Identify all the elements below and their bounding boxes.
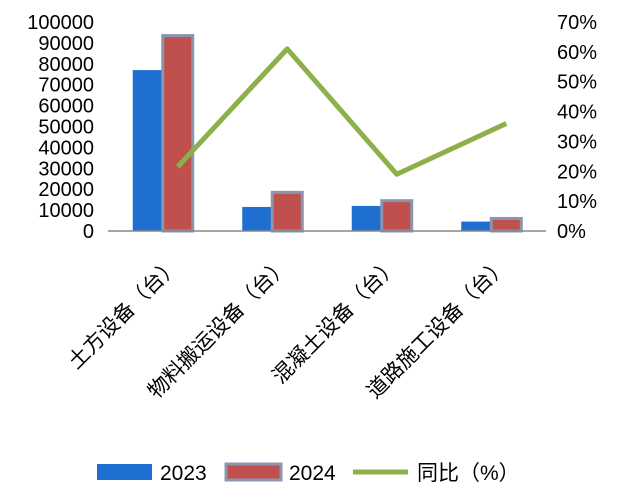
legend: 2023 2024 同比（%）: [97, 462, 520, 485]
y-left-tick-label: 20000: [38, 179, 94, 201]
y-right-tick-label: 10%: [557, 191, 597, 213]
y-left-tick-label: 100000: [27, 12, 94, 34]
y-right-tick-label: 40%: [557, 102, 597, 124]
bar-2023: [461, 221, 492, 231]
y-axis-right-tick-labels: 0% 10% 20% 30% 40% 50% 60% 70%: [557, 12, 597, 243]
bar-series: [132, 34, 523, 233]
bar-2024: [270, 190, 304, 233]
legend-label: 2024: [289, 462, 336, 485]
category-label: 土方设备（台）: [63, 253, 184, 374]
line-series: [175, 46, 508, 177]
legend-label: 同比（%）: [417, 462, 520, 485]
y-right-tick-label: 60%: [557, 42, 597, 64]
y-right-tick-label: 0%: [557, 221, 586, 243]
yoy-line: [175, 46, 508, 177]
legend-label: 2023: [160, 462, 207, 485]
y-right-tick-label: 30%: [557, 131, 597, 153]
y-right-tick-label: 50%: [557, 72, 597, 94]
y-axis-left-tick-labels: 0100002000030000400005000060000700008000…: [27, 12, 94, 243]
legend-swatch: [224, 462, 283, 482]
legend-swatch: [97, 464, 152, 480]
y-right-tick-label: 20%: [557, 161, 597, 183]
bar-2024: [380, 199, 414, 233]
y-left-tick-label: 60000: [38, 96, 94, 118]
bar-2023: [242, 206, 273, 231]
bar-2023: [132, 70, 163, 231]
bar-2024: [161, 34, 195, 233]
category-labels: 土方设备（台）物料搬运设备（台）混凝土设备（台）道路施工设备（台）: [63, 253, 512, 404]
y-left-tick-label: 30000: [38, 158, 94, 180]
y-left-tick-label: 0: [83, 221, 94, 243]
y-left-tick-label: 80000: [38, 54, 94, 76]
bar-2023: [351, 205, 382, 231]
y-left-tick-label: 40000: [38, 137, 94, 159]
y-left-tick-label: 70000: [38, 75, 94, 97]
y-right-tick-label: 70%: [557, 12, 597, 34]
y-left-tick-label: 90000: [38, 33, 94, 55]
y-left-tick-label: 50000: [38, 117, 94, 139]
bar-2024: [489, 216, 523, 233]
y-left-tick-label: 10000: [38, 200, 94, 222]
